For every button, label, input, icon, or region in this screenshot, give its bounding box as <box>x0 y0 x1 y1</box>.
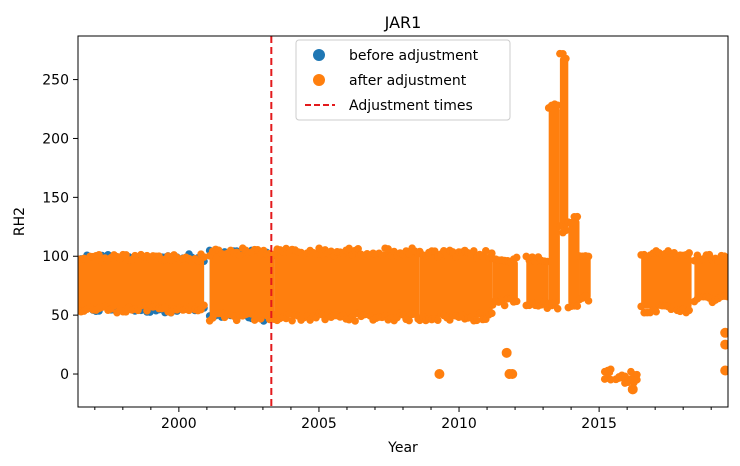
data-point <box>200 253 208 261</box>
data-band <box>694 257 728 300</box>
x-tick-label: 2005 <box>301 416 337 432</box>
data-point <box>250 316 259 324</box>
data-point <box>512 253 521 262</box>
legend-label: before adjustment <box>349 48 479 64</box>
data-point <box>384 245 392 253</box>
data-point <box>553 304 562 313</box>
data-point <box>584 297 593 305</box>
data-point <box>470 247 478 255</box>
data-point <box>431 247 439 256</box>
data-point <box>345 244 353 253</box>
data-point <box>720 327 728 338</box>
data-band <box>492 260 518 302</box>
data-point <box>479 252 487 261</box>
data-point <box>573 302 582 310</box>
y-tick-label: 150 <box>42 190 69 206</box>
data-band <box>78 257 205 309</box>
data-band <box>568 219 580 306</box>
data-point <box>553 101 562 110</box>
data-point <box>562 54 570 63</box>
data-point <box>720 365 728 376</box>
x-tick-label: 2000 <box>161 416 197 432</box>
data-point <box>312 250 320 259</box>
data-point <box>550 298 559 307</box>
data-point <box>584 252 593 261</box>
legend-marker <box>313 74 325 86</box>
data-point <box>512 297 521 306</box>
data-point <box>482 247 490 255</box>
data-band <box>526 257 549 306</box>
legend-label: after adjustment <box>349 73 467 89</box>
y-tick-label: 50 <box>51 308 69 324</box>
data-point <box>405 316 413 325</box>
data-point <box>500 301 509 310</box>
data-point <box>723 255 728 264</box>
data-point <box>720 339 728 350</box>
data-point <box>567 218 576 227</box>
data-point <box>131 251 139 260</box>
y-tick-label: 0 <box>60 367 69 383</box>
data-point <box>95 251 103 259</box>
data-point <box>637 302 645 311</box>
data-point <box>354 245 362 253</box>
y-tick-label: 200 <box>42 131 69 147</box>
data-point <box>652 307 660 316</box>
data-point <box>685 306 693 315</box>
legend: before adjustment after adjustment Adjustm… <box>295 39 511 121</box>
data-point <box>562 226 570 235</box>
data-point <box>110 301 118 310</box>
data-point <box>247 310 256 318</box>
y-axis: 0 50 100 150 200 250 <box>42 73 78 383</box>
data-band <box>579 254 591 300</box>
data-point <box>405 249 413 258</box>
data-band <box>548 107 560 306</box>
data-band <box>641 254 692 309</box>
data-point <box>194 257 202 265</box>
legend-box <box>295 39 511 121</box>
data-band <box>274 252 420 318</box>
series-1 <box>78 49 728 395</box>
data-point <box>488 309 496 318</box>
x-axis: 2000 2005 2010 2015 <box>94 407 712 432</box>
data-point <box>556 222 564 230</box>
chart-title: JAR1 <box>384 13 422 32</box>
data-band <box>559 56 569 229</box>
data-point <box>627 384 638 395</box>
data-point <box>351 317 359 325</box>
data-point <box>476 309 484 318</box>
data-point <box>685 249 693 257</box>
data-point <box>501 347 512 358</box>
x-tick-label: 2010 <box>441 416 477 432</box>
y-axis-label: RH2 <box>12 207 28 236</box>
data-point <box>143 306 151 315</box>
data-point <box>235 251 244 260</box>
x-axis-label: Year <box>387 440 418 456</box>
data-point <box>434 316 442 324</box>
data-point <box>315 244 323 253</box>
data-point <box>134 257 142 266</box>
data-point <box>285 309 293 318</box>
y-tick-label: 100 <box>42 249 69 265</box>
y-tick-label: 250 <box>42 73 69 89</box>
data-band <box>419 254 493 318</box>
data-point <box>140 301 148 309</box>
data-point <box>378 251 386 260</box>
data-point <box>200 301 208 310</box>
data-point <box>507 369 518 380</box>
data-point <box>78 301 82 310</box>
data-point <box>633 375 641 384</box>
data-point <box>573 212 582 221</box>
data-band <box>209 252 275 318</box>
legend-label: Adjustment times <box>349 98 473 114</box>
x-tick-label: 2015 <box>581 416 617 432</box>
data-point <box>606 365 615 374</box>
data-point <box>473 316 481 325</box>
data-point <box>723 292 728 301</box>
series-layer <box>78 49 728 395</box>
data-point <box>321 315 329 324</box>
data-point <box>434 369 445 380</box>
data-point <box>288 316 296 325</box>
legend-marker <box>313 49 325 61</box>
